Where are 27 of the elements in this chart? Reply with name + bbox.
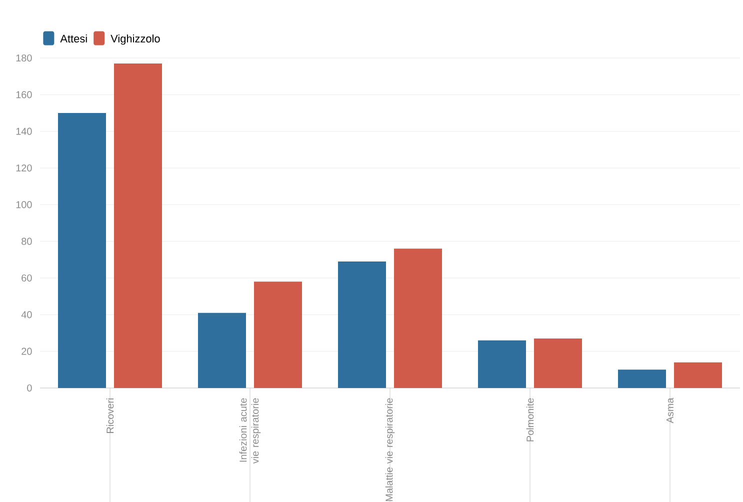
bar	[674, 362, 722, 388]
bar	[618, 370, 666, 388]
y-tick-label: 0	[27, 384, 32, 392]
y-tick-label: 40	[21, 311, 32, 318]
x-tick-label: Infezioni acute vie respiratorie	[239, 398, 261, 464]
x-tick-label: Polmonite	[526, 398, 534, 442]
y-tick-label: 20	[22, 348, 32, 355]
bar	[534, 338, 582, 388]
y-tick-label: 80	[22, 238, 32, 245]
bar	[478, 340, 526, 388]
y-tick-label: 180	[16, 54, 32, 62]
y-tick-label: 160	[16, 91, 32, 98]
y-tick-label: 100	[16, 201, 32, 208]
y-tick-label: 120	[16, 164, 32, 172]
x-tick-label: Ricoveri	[106, 398, 114, 433]
bar	[394, 248, 442, 388]
bar	[58, 113, 106, 388]
bar	[114, 64, 162, 388]
bar	[198, 312, 246, 388]
legend-label: Vighizzolo	[110, 34, 160, 45]
y-tick-label: 60	[22, 274, 32, 282]
x-tick-label: Asma	[666, 398, 674, 424]
bar	[338, 262, 386, 388]
y-tick-label: 140	[16, 128, 32, 135]
bar	[254, 282, 302, 388]
legend-label: Attesi	[60, 34, 87, 43]
x-tick-label: Malattie vie respiratorie	[385, 398, 395, 502]
